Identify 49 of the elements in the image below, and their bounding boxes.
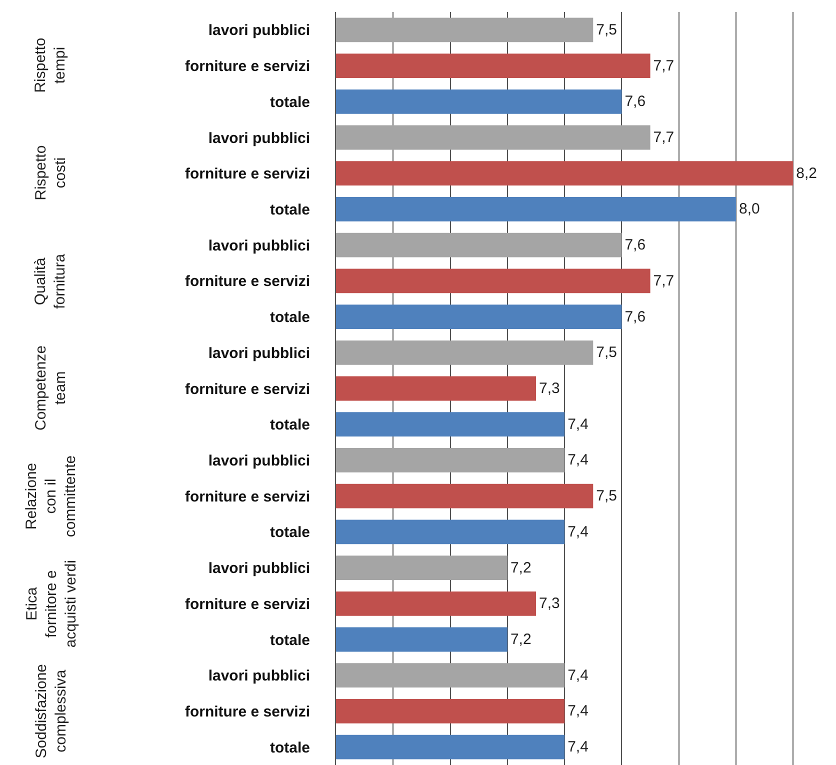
data-label: 7,3 bbox=[539, 595, 560, 612]
data-label: 7,4 bbox=[568, 702, 588, 720]
y-tick-label: lavori pubblici bbox=[208, 22, 310, 40]
data-label: 7,2 bbox=[510, 631, 532, 648]
text: Rispetto costi bbox=[32, 145, 70, 200]
data-label: 8,0 bbox=[739, 200, 760, 218]
data-label: 7,2 bbox=[510, 559, 532, 576]
y-tick-label: forniture e servizi bbox=[184, 166, 310, 183]
y-tick-label: lavori pubblici bbox=[208, 668, 310, 685]
data-label: 7,4 bbox=[568, 416, 588, 433]
data-label: 7,4 bbox=[568, 738, 588, 756]
data-label: 7,3 bbox=[539, 380, 560, 397]
y-tick-label: totale bbox=[270, 416, 310, 434]
y-tick-label: totale bbox=[270, 309, 310, 326]
data-label: 7,5 bbox=[596, 488, 617, 505]
y-tick-label: forniture e servizi bbox=[184, 596, 310, 613]
data-label: 7,5 bbox=[596, 344, 617, 362]
y-tick-label: lavori pubblici bbox=[208, 452, 310, 470]
text: Etica fornitore e acquisti verdi bbox=[23, 560, 80, 648]
data-label: 7,5 bbox=[596, 21, 617, 38]
data-label: 7,7 bbox=[653, 129, 674, 146]
text: Qualità fornitura bbox=[32, 253, 69, 309]
text: Competenze team bbox=[32, 345, 69, 430]
y-tick-label: lavori pubblici bbox=[208, 130, 310, 147]
data-label: 7,6 bbox=[624, 308, 646, 326]
data-label: 7,4 bbox=[568, 452, 588, 469]
y-tick-label: forniture e servizi bbox=[184, 380, 310, 398]
y-tick-label: totale bbox=[270, 201, 310, 218]
data-label: 8,2 bbox=[796, 164, 817, 182]
y-tick-label: totale bbox=[270, 739, 310, 756]
y-tick-label: lavori pubblici bbox=[208, 237, 310, 254]
y-tick-label: totale bbox=[270, 524, 310, 542]
data-label: 7,4 bbox=[568, 666, 588, 684]
y-tick-label: lavori pubblici bbox=[208, 560, 310, 578]
y-tick-label: forniture e servizi bbox=[184, 58, 310, 76]
text: Relazione con il committente bbox=[22, 455, 79, 538]
data-label: 7,7 bbox=[653, 272, 674, 290]
y-tick-label: totale bbox=[270, 632, 310, 649]
text: Rispetto tempi bbox=[32, 38, 69, 93]
data-label: 7,7 bbox=[653, 57, 674, 74]
data-label: 7,6 bbox=[624, 93, 646, 110]
y-tick-label: forniture e servizi bbox=[184, 703, 310, 720]
data-label: 7,4 bbox=[568, 523, 588, 540]
data-label: 7,6 bbox=[624, 236, 646, 254]
y-tick-label: totale bbox=[270, 94, 310, 111]
y-tick-label: forniture e servizi bbox=[184, 273, 310, 290]
text: Soddisfazione complessiva bbox=[32, 664, 70, 758]
y-tick-label: forniture e servizi bbox=[184, 488, 310, 506]
y-tick-label: lavori pubblici bbox=[208, 344, 310, 362]
